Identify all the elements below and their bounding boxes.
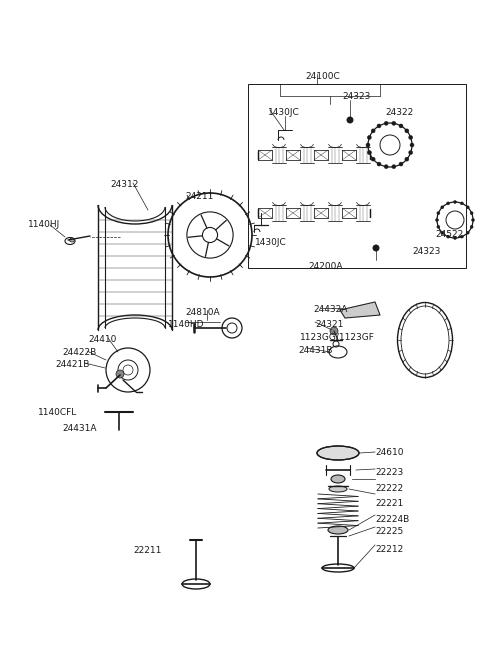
Circle shape <box>347 117 353 123</box>
Text: 24422B: 24422B <box>62 348 96 357</box>
Bar <box>248 84 466 268</box>
Text: 24421B: 24421B <box>55 360 89 369</box>
Circle shape <box>371 157 375 161</box>
Circle shape <box>454 237 456 240</box>
Circle shape <box>367 135 372 139</box>
Text: 24322: 24322 <box>385 108 413 117</box>
Circle shape <box>366 143 370 147</box>
Circle shape <box>384 165 388 169</box>
Circle shape <box>454 200 456 204</box>
Text: 24100C: 24100C <box>305 72 340 81</box>
Circle shape <box>441 231 444 235</box>
Text: 24610: 24610 <box>375 448 404 457</box>
Text: 1140CFL: 1140CFL <box>38 408 77 417</box>
Circle shape <box>435 219 439 221</box>
Circle shape <box>371 129 375 133</box>
Text: 1140HD: 1140HD <box>168 320 204 329</box>
Text: 24522: 24522 <box>435 230 463 239</box>
Circle shape <box>377 124 381 128</box>
Circle shape <box>392 165 396 169</box>
Ellipse shape <box>70 238 74 242</box>
Text: 22224B: 22224B <box>375 515 409 524</box>
Text: 24323: 24323 <box>412 247 440 256</box>
Circle shape <box>399 124 403 128</box>
Polygon shape <box>340 302 380 318</box>
Circle shape <box>466 231 469 235</box>
Text: 24432A: 24432A <box>313 305 348 314</box>
Circle shape <box>446 202 450 205</box>
Circle shape <box>460 235 463 238</box>
Circle shape <box>392 122 396 125</box>
Text: 1430JC: 1430JC <box>268 108 300 117</box>
Circle shape <box>384 122 388 125</box>
Circle shape <box>377 162 381 166</box>
Text: 24200A: 24200A <box>308 262 343 271</box>
Ellipse shape <box>331 475 345 483</box>
Text: 22222: 22222 <box>375 484 403 493</box>
Text: 24211: 24211 <box>185 192 214 201</box>
Text: 1430JC: 1430JC <box>255 238 287 247</box>
Circle shape <box>446 235 450 238</box>
Circle shape <box>408 150 413 154</box>
Text: 22225: 22225 <box>375 527 403 536</box>
Circle shape <box>441 206 444 209</box>
Circle shape <box>460 202 463 205</box>
Circle shape <box>437 212 440 215</box>
Text: 24410: 24410 <box>88 335 116 344</box>
Ellipse shape <box>329 486 347 492</box>
Ellipse shape <box>317 446 359 460</box>
Text: 24431B: 24431B <box>298 346 333 355</box>
Text: 22221: 22221 <box>375 499 403 508</box>
Text: 24810A: 24810A <box>185 308 220 317</box>
Circle shape <box>408 135 413 139</box>
Text: 1140HJ: 1140HJ <box>28 220 60 229</box>
Text: 24323: 24323 <box>342 92 371 101</box>
Circle shape <box>410 143 414 147</box>
Circle shape <box>471 219 475 221</box>
Circle shape <box>405 157 409 161</box>
Text: 24321: 24321 <box>315 320 343 329</box>
Circle shape <box>367 150 372 154</box>
Text: 22223: 22223 <box>375 468 403 477</box>
Ellipse shape <box>328 526 348 534</box>
Circle shape <box>330 327 338 335</box>
Circle shape <box>470 212 473 215</box>
Text: 24431A: 24431A <box>62 424 96 433</box>
Circle shape <box>116 370 124 378</box>
Circle shape <box>470 225 473 229</box>
Text: 22211: 22211 <box>133 546 161 555</box>
Circle shape <box>373 245 379 251</box>
Circle shape <box>405 129 409 133</box>
Text: 1123GG/1123GF: 1123GG/1123GF <box>300 333 375 342</box>
Circle shape <box>437 225 440 229</box>
Text: 24312: 24312 <box>110 180 138 189</box>
Circle shape <box>466 206 469 209</box>
Text: 22212: 22212 <box>375 545 403 554</box>
Circle shape <box>399 162 403 166</box>
